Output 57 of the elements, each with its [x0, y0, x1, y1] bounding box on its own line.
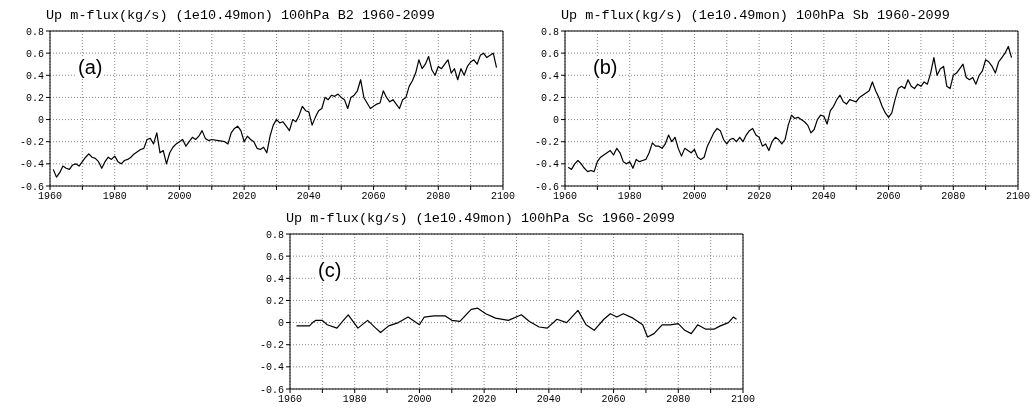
y-tick-label: -0.2	[19, 137, 44, 149]
x-tick-label: 1960	[37, 191, 63, 203]
x-tick-label: 2060	[361, 191, 386, 203]
x-tick-label: 2000	[407, 394, 432, 406]
chart-title: Up m-flux(kg/s) (1e10.49mon) 100hPa B2 1960-2099	[46, 8, 435, 23]
y-tick-label: -0.4	[19, 159, 44, 171]
y-tick-label: 0	[277, 318, 284, 330]
y-tick-label: 0.6	[540, 48, 559, 60]
y-tick-label: 0.8	[265, 229, 284, 241]
y-tick-label: -0.4	[534, 159, 559, 171]
y-tick-label: 0.8	[540, 26, 559, 38]
y-tick-label: 0.4	[25, 70, 44, 82]
x-tick-label: 2100	[730, 394, 756, 406]
x-tick-label: 1980	[102, 191, 127, 203]
x-tick-label: 2100	[1005, 191, 1031, 203]
x-tick-label: 2060	[876, 191, 901, 203]
y-tick-label: -0.2	[259, 340, 284, 352]
y-tick-label: 0.6	[25, 48, 44, 60]
line-series	[52, 52, 498, 178]
x-tick-label: 1980	[617, 191, 642, 203]
x-tick-label: 2080	[426, 191, 451, 203]
line-series	[295, 307, 738, 338]
x-tick-label: 1960	[552, 191, 578, 203]
annotation: (c)	[316, 259, 344, 282]
x-tick-label: 2040	[536, 394, 561, 406]
y-tick-label: -0.6	[19, 181, 44, 193]
x-tick-label: 2020	[747, 191, 772, 203]
x-tick-label: 2000	[167, 191, 192, 203]
x-tick-label: 2040	[296, 191, 321, 203]
y-tick-label: 0.6	[265, 251, 284, 263]
x-tick-label: 2040	[811, 191, 836, 203]
y-tick-label: -0.2	[534, 137, 559, 149]
line-series	[567, 45, 1013, 173]
x-tick-label: 1960	[277, 394, 303, 406]
y-tick-label: 0	[552, 115, 559, 127]
x-tick-label: 1980	[342, 394, 367, 406]
x-tick-label: 2020	[472, 394, 497, 406]
y-tick-label: 0	[37, 115, 44, 127]
y-tick-label: -0.6	[534, 181, 559, 193]
y-tick-label: -0.4	[259, 362, 284, 374]
y-tick-label: 0.2	[540, 92, 559, 104]
y-tick-label: 0.2	[25, 92, 44, 104]
x-tick-label: 2100	[490, 191, 516, 203]
y-tick-label: 0.4	[540, 70, 559, 82]
x-tick-label: 2000	[682, 191, 707, 203]
chart-title: Up m-flux(kg/s) (1e10.49mon) 100hPa Sb 1960-2099	[561, 8, 950, 23]
y-tick-label: 0.4	[265, 273, 284, 285]
x-tick-label: 2060	[601, 394, 626, 406]
y-tick-label: -0.6	[259, 384, 284, 396]
x-tick-label: 2080	[941, 191, 966, 203]
annotation: (b)	[591, 56, 620, 79]
chart-title: Up m-flux(kg/s) (1e10.49mon) 100hPa Sc 1960-2099	[286, 211, 675, 226]
x-tick-label: 2080	[666, 394, 691, 406]
annotation: (a)	[76, 56, 105, 79]
y-tick-label: 0.2	[265, 295, 284, 307]
x-tick-label: 2020	[232, 191, 257, 203]
y-tick-label: 0.8	[25, 26, 44, 38]
